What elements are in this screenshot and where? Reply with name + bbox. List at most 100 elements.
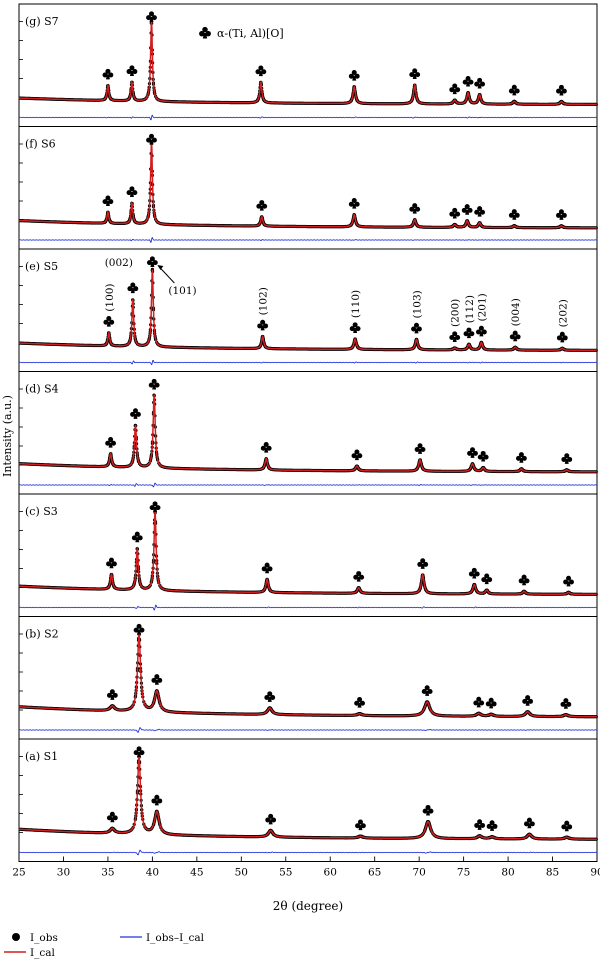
panel-7: (a) S1 [18,738,598,862]
phase-marker-icon [561,453,573,464]
panel-frame [18,371,598,495]
phase-marker-icon [462,75,474,87]
difference-line [18,727,597,733]
phase-marker-icon [518,574,530,586]
phase-marker-icon [556,84,567,96]
phase-marker-icon [348,198,360,209]
phase-marker-icon [261,562,273,574]
panel-frame [18,126,598,250]
phase-marker-icon [560,698,572,709]
phase-marker-icon [348,69,360,81]
phase-marker-icon [474,77,486,89]
phase-marker-icon [146,256,158,267]
panel-label: (d) S4 [25,383,59,396]
phase-marker-icon [485,697,497,709]
phase-marker-icon [256,200,268,211]
observed-series [18,632,598,719]
phase-marker-icon [467,447,478,458]
phase-marker-icon [411,322,422,334]
difference-line [18,482,597,488]
hkl-arrowhead [157,265,164,270]
panel-2: (f) S6 [18,126,598,250]
phase-marker-icon [409,68,421,79]
hkl-label: (002) [105,257,133,269]
phase-marker-icon [473,696,485,708]
hkl-label: (202) [557,299,569,327]
phase-marker-icon [264,691,276,702]
phase-marker-icon [353,571,365,582]
phase-marker-icon [151,674,163,685]
panel-label: (g) S7 [25,15,59,28]
panel-3: (e) S5 (100) (102) (110) (103) (200) (112) (201… [18,248,598,372]
phase-marker-icon [556,331,568,343]
phase-marker-icon [556,209,567,220]
phase-marker-icon [126,186,138,198]
panel-label: (b) S2 [25,628,59,641]
calculated-line [18,633,597,718]
phase-marker-icon [516,452,527,463]
phase-marker-icon [354,697,365,708]
phase-marker-icon [106,689,118,700]
panel-5: (c) S3 [18,493,598,617]
phase-marker-icon [522,695,534,706]
phase-marker-icon [477,450,489,462]
phase-marker-icon [148,378,160,390]
phase-marker-icon [255,65,267,77]
phase-marker-icon [102,68,114,80]
phase-marker-icon [102,195,114,207]
panel-frame [18,3,598,127]
phase-marker-icon [105,437,116,448]
phase-marker-icon [127,282,139,294]
phase-marker-icon [414,443,426,454]
phase-marker-icon [476,325,487,337]
hkl-label: (201) [476,293,488,321]
panel-frame [18,493,598,617]
phase-marker-icon [449,83,461,95]
panel-4: (d) S4 [18,371,598,495]
phase-marker-icon [463,327,475,339]
hkl-label: (004) [510,298,522,326]
hkl-label: (112) [464,295,476,323]
calculated-line [18,394,597,473]
observed-series [18,510,598,596]
phase-marker-icon [409,203,421,214]
observed-series [18,393,598,474]
chart-panels: (g) S7α-(Ti, Al)[O](f) S6 (e) S5 (100) (102… [18,3,598,862]
phase-marker-icon [421,685,433,696]
phase-marker-icon [133,623,145,635]
hkl-label: (103) [412,290,424,318]
legend-club-icon [199,26,211,39]
hkl-label: (200) [450,299,462,327]
difference-line [18,604,597,611]
panel-frame [18,738,598,862]
phase-marker-icon [260,442,272,453]
panel-6: (b) S2 [18,616,598,740]
phase-marker-icon [481,573,493,585]
difference-line [18,359,597,366]
hkl-label: (110) [350,290,362,318]
phase-marker-icon [257,319,269,331]
panel-1: (g) S7α-(Ti, Al)[O] [18,3,598,127]
phase-marker-icon [131,531,143,543]
phase-marker-icon [106,557,117,569]
difference-line [18,237,597,243]
hkl-label: (100) [104,283,116,311]
phase-marker-icon [449,207,461,219]
phase-marker-icon [149,501,161,512]
phase-marker-icon [126,65,138,76]
phase-marker-icon [508,209,520,220]
panel-label: (e) S5 [25,260,58,273]
phase-marker-icon [474,206,486,217]
calculated-line [18,21,597,106]
calculated-line [18,511,597,596]
phase-marker-icon [563,575,574,587]
phase-marker-icon [461,204,473,215]
hkl-label: (102) [258,287,270,315]
phase-marker-icon [146,133,157,145]
phase-marker-icon [349,322,361,334]
phase-marker-icon [449,331,461,342]
hkl-label: (101) [168,285,196,297]
panel-label: (c) S3 [25,505,58,518]
phase-marker-icon [103,316,115,327]
